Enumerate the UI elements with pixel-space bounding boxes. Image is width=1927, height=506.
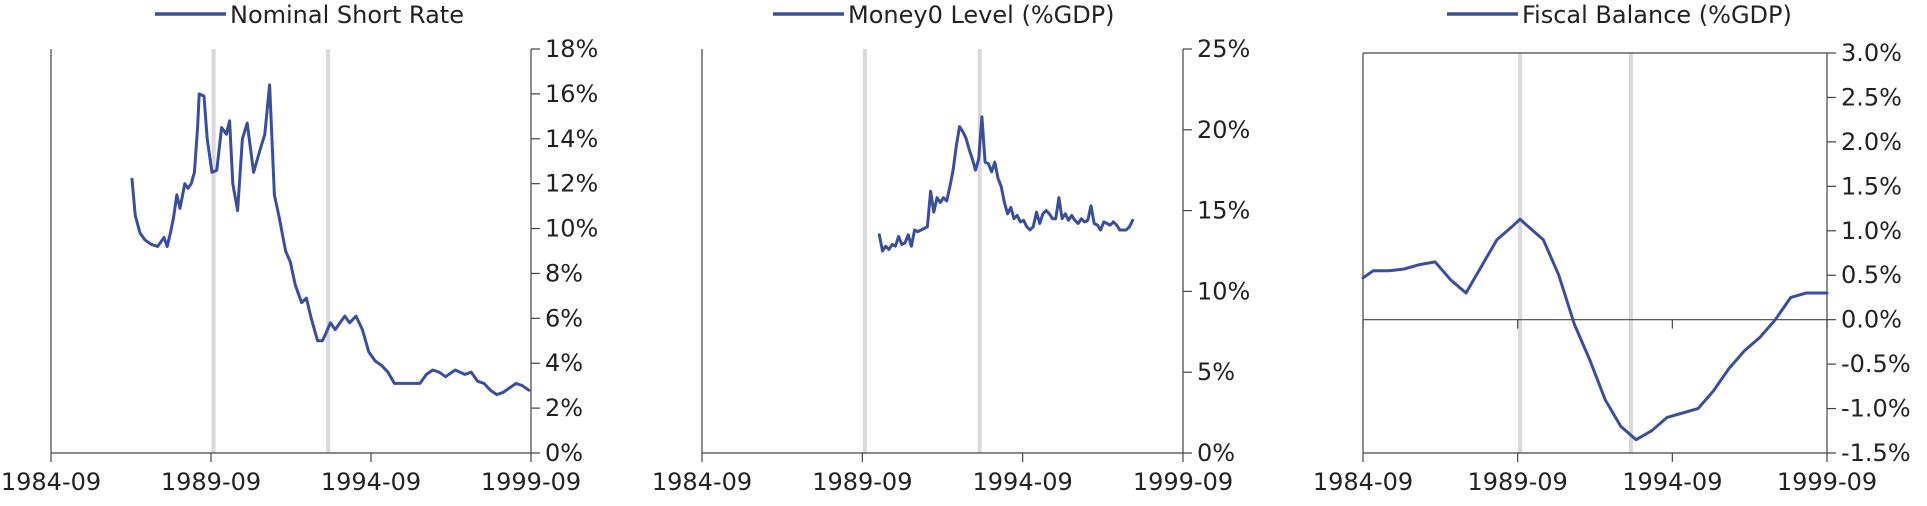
series-line-1 bbox=[1361, 217, 1829, 442]
x-tick-label-1999: 1999-09 bbox=[1133, 468, 1233, 496]
x-tick-label-1994: 1994-09 bbox=[321, 468, 421, 496]
y-tick-label-4: 12% bbox=[545, 170, 598, 198]
y-tick-label-2: 2.5% bbox=[1841, 83, 1902, 111]
y-tick-label-1: 18% bbox=[545, 35, 598, 63]
y-tick-label-6: 0.5% bbox=[1841, 261, 1902, 289]
y-tick-label-10: 0% bbox=[545, 439, 583, 467]
y-tick-label-1: 25% bbox=[1197, 35, 1250, 63]
series-line-1 bbox=[130, 83, 531, 397]
y-tick-label-9: -1.0% bbox=[1841, 395, 1911, 423]
legend-label: Fiscal Balance (%GDP) bbox=[1522, 1, 1792, 29]
series-line-1 bbox=[877, 115, 1135, 253]
x-tick-label-1984: 1984-09 bbox=[652, 468, 752, 496]
y-tick-label-8: 4% bbox=[545, 349, 583, 377]
y-tick-label-2: 20% bbox=[1197, 116, 1250, 144]
recession-band-2 bbox=[326, 49, 331, 453]
y-tick-label-3: 2.0% bbox=[1841, 128, 1902, 156]
x-tick-label-1984: 1984-09 bbox=[1, 468, 101, 496]
recession-band-2 bbox=[977, 49, 982, 453]
y-tick-label-4: 10% bbox=[1197, 277, 1250, 305]
x-tick-label-1994: 1994-09 bbox=[1622, 468, 1722, 496]
recession-band-1 bbox=[862, 49, 867, 453]
x-tick-label-1989: 1989-09 bbox=[1468, 468, 1568, 496]
y-tick-label-1: 3.0% bbox=[1841, 39, 1902, 67]
y-tick-label-10: -1.5% bbox=[1841, 439, 1911, 467]
legend-label: Nominal Short Rate bbox=[230, 1, 464, 29]
y-tick-label-9: 2% bbox=[545, 394, 583, 422]
y-tick-label-5: 5% bbox=[1197, 358, 1235, 386]
y-tick-label-5: 1.0% bbox=[1841, 217, 1902, 245]
legend-label: Money0 Level (%GDP) bbox=[848, 1, 1115, 29]
y-tick-label-5: 10% bbox=[545, 215, 598, 243]
y-tick-label-7: 0.0% bbox=[1841, 306, 1902, 334]
y-tick-label-3: 14% bbox=[545, 125, 598, 153]
x-tick-label-1994: 1994-09 bbox=[973, 468, 1073, 496]
x-tick-label-1989: 1989-09 bbox=[812, 468, 912, 496]
y-tick-label-4: 1.5% bbox=[1841, 172, 1902, 200]
y-tick-label-6: 0% bbox=[1197, 439, 1235, 467]
x-tick-label-1989: 1989-09 bbox=[161, 468, 261, 496]
y-tick-label-2: 16% bbox=[545, 80, 598, 108]
x-tick-label-1984: 1984-09 bbox=[1313, 468, 1413, 496]
panel-nominal-short-rate: 18% 16% 14% 12% 10% 8% 6% 4% 2% 0% 1984-09 1989-09 1… bbox=[1, 1, 598, 496]
panel-money0-level: 25% 20% 15% 10% 5% 0% 1984-09 1989-09 1994-09 199… bbox=[652, 1, 1250, 496]
recession-band-1 bbox=[211, 49, 216, 453]
recession-band-1 bbox=[1518, 53, 1523, 453]
panel-fiscal-balance: 3.0% 2.5% 2.0% 1.5% 1.0% 0.5% 0.0% -0.5% -1.0% -1… bbox=[1313, 1, 1911, 496]
x-tick-label-1999: 1999-09 bbox=[1777, 468, 1877, 496]
recession-band-2 bbox=[1628, 53, 1633, 453]
y-tick-label-3: 15% bbox=[1197, 197, 1250, 225]
y-tick-label-6: 8% bbox=[545, 259, 583, 287]
x-tick-label-1999: 1999-09 bbox=[481, 468, 581, 496]
y-tick-label-7: 6% bbox=[545, 304, 583, 332]
y-tick-label-8: -0.5% bbox=[1841, 350, 1911, 378]
